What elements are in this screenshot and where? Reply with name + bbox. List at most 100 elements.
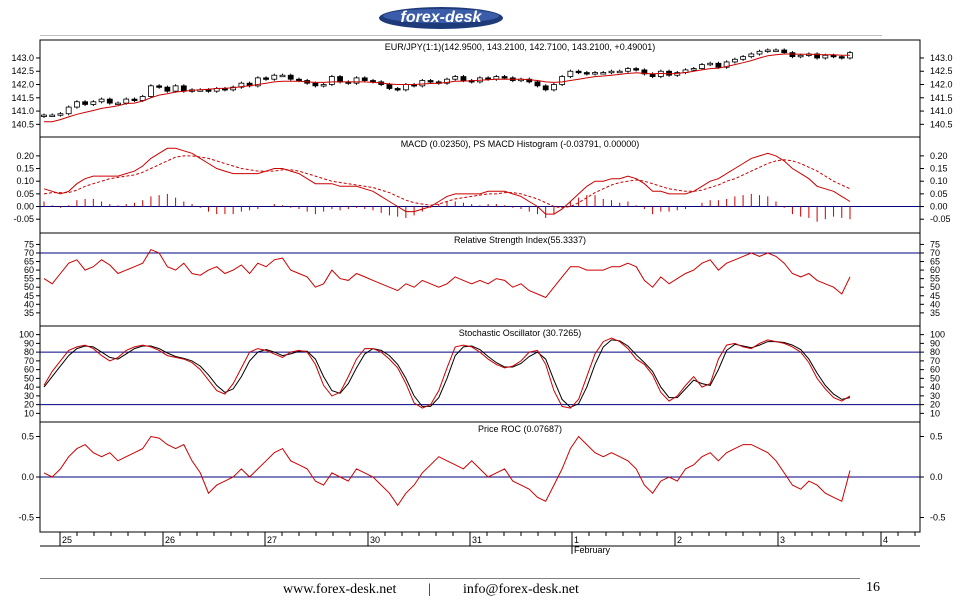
y-tick-label-right: 100 [930, 330, 945, 340]
y-tick-label-right: 0.0 [930, 472, 943, 482]
candle-body [254, 77, 261, 87]
y-tick-label-right: 142.5 [930, 66, 953, 76]
x-tick-label: 27 [267, 535, 277, 545]
y-tick-label-right: 70 [930, 356, 940, 366]
panel-frame-3 [39, 325, 921, 423]
candle-body [551, 84, 557, 91]
y-tick-label-left: 50 [24, 282, 34, 292]
y-tick-label-left: 0.15 [16, 164, 34, 174]
footer: www.forex-desk.net | info@forex-desk.net… [0, 578, 960, 600]
y-tick-label-left: 80 [24, 347, 34, 357]
series-layer [40, 48, 920, 507]
candle-body [394, 88, 401, 91]
chart-area: EUR/JPY(1:1)(142.9500, 143.2100, 142.710… [11, 39, 953, 555]
y-tick-label-left: -0.5 [18, 513, 34, 523]
y-tick-label-left: 45 [24, 291, 34, 301]
footer-divider [40, 578, 860, 579]
y-tick-label-right: 10 [930, 408, 940, 418]
panel-frame-0 [39, 39, 921, 138]
footer-separator: | [428, 582, 431, 597]
y-tick-label-left: 142.0 [11, 80, 34, 90]
y-tick-label-right: 70 [930, 248, 940, 258]
y-tick-label-left: 60 [24, 365, 34, 375]
y-axis-labels: 143.0 143.0 142.5 142.5 142.0 142.0 141.5 141.5… [11, 53, 952, 523]
candle-body [748, 53, 755, 58]
candle-body [625, 68, 631, 72]
candle-body [287, 74, 294, 80]
y-tick-label-right: 40 [930, 382, 940, 392]
candle-body [156, 85, 163, 88]
stochastic-k-line [43, 337, 851, 409]
candle-body [230, 86, 237, 91]
y-tick-label-right: 55 [930, 274, 940, 284]
y-tick-label-right: 45 [930, 291, 940, 301]
candle-body [501, 76, 508, 79]
macd-line [43, 147, 851, 215]
candle-body [731, 58, 738, 63]
y-tick-label-right: 0.00 [930, 202, 948, 212]
y-tick-label-left: 100 [19, 330, 34, 340]
y-tick-label-left: 0.0 [21, 472, 34, 482]
candle-body [419, 80, 426, 87]
x-axis: 25 26 27 30 31 1 2 3 4 February [40, 532, 920, 555]
y-tick-label-right: 0.20 [930, 151, 948, 161]
y-tick-label-right: 0.10 [930, 176, 948, 186]
y-tick-label-right: -0.05 [930, 214, 951, 224]
candle-body [57, 113, 64, 116]
candle-body [296, 78, 302, 82]
header-divider [40, 35, 882, 36]
footer-url[interactable]: www.forex-desk.net [283, 582, 397, 597]
candle-body [271, 74, 278, 80]
y-tick-label-left: 0.05 [16, 189, 34, 199]
candle-body [328, 76, 335, 85]
rsi-line [43, 248, 851, 299]
panel-title-0: EUR/JPY(1:1)(142.9500, 143.2100, 142.710… [385, 42, 655, 52]
y-tick-label-right: 140.5 [930, 119, 953, 129]
y-tick-label-left: -0.05 [13, 214, 34, 224]
candle-body [583, 72, 590, 75]
y-tick-label-left: 50 [24, 373, 34, 383]
candle-body [131, 98, 138, 102]
candle-body [773, 49, 779, 52]
panel-title-4: Price ROC (0.07687) [478, 424, 562, 434]
candle-body [789, 52, 796, 58]
y-tick-label-right: 142.0 [930, 80, 953, 90]
panel-titles: EUR/JPY(1:1)(142.9500, 143.2100, 142.710… [385, 42, 655, 434]
candle-body [279, 74, 286, 78]
candle-body [386, 84, 393, 89]
candle-body [830, 54, 837, 58]
y-tick-label-left: 35 [24, 308, 34, 318]
y-tick-label-left: 70 [24, 248, 34, 258]
candle-body [106, 98, 113, 104]
y-tick-label-right: 141.5 [930, 93, 953, 103]
x-tick-label: 30 [370, 535, 380, 545]
candle-body [180, 85, 187, 92]
x-tick-label: 4 [883, 535, 888, 545]
x-tick-label: 31 [472, 535, 482, 545]
candle-body [361, 77, 368, 81]
panel-title-1: MACD (0.02350), PS MACD Histogram (-0.03… [401, 139, 640, 149]
page-number: 16 [866, 580, 880, 595]
candle-body [41, 114, 47, 117]
y-tick-label-left: 0.00 [16, 202, 34, 212]
roc-line [43, 435, 851, 507]
candle-body [444, 78, 450, 84]
y-tick-label-left: 40 [24, 299, 34, 309]
footer-email[interactable]: info@forex-desk.net [463, 582, 579, 597]
y-tick-label-right: 141.0 [930, 106, 953, 116]
y-tick-label-left: 20 [24, 400, 34, 410]
candle-body [402, 84, 409, 91]
month-label: February [574, 545, 611, 555]
candle-body [353, 77, 360, 84]
y-tick-label-left: 65 [24, 257, 34, 267]
y-tick-label-left: 60 [24, 265, 34, 275]
candle-body [715, 62, 722, 68]
y-tick-label-left: 75 [24, 239, 34, 249]
stochastic-d-line [43, 339, 851, 408]
candle-body [756, 50, 763, 55]
candle-body [781, 49, 788, 54]
candle-body [600, 72, 607, 75]
y-tick-label-right: 50 [930, 373, 940, 383]
y-tick-label-left: 141.5 [11, 93, 34, 103]
y-tick-label-left: 0.20 [16, 151, 34, 161]
